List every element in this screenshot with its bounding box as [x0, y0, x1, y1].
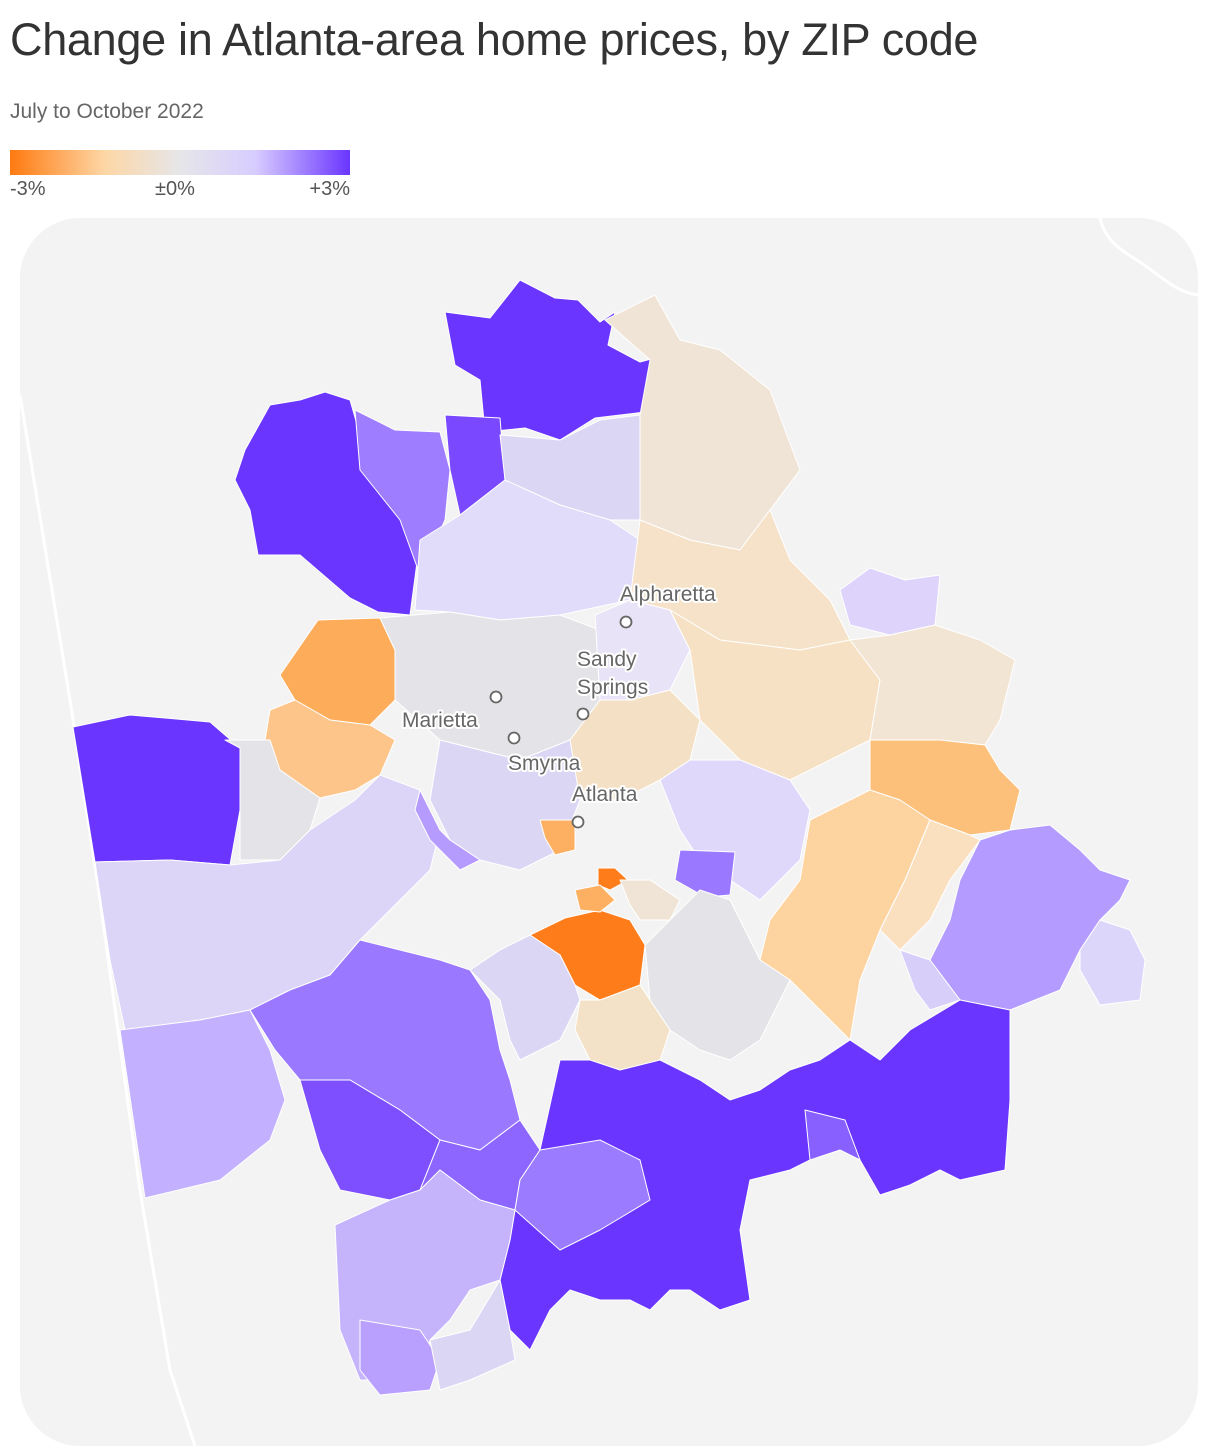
zip-region — [72, 714, 241, 866]
zip-region — [839, 567, 941, 636]
city-dot-atlanta — [571, 815, 585, 829]
city-label-atlanta: Atlanta — [572, 783, 638, 806]
city-markers — [489, 615, 633, 829]
legend-min-label: -3% — [10, 178, 46, 200]
zip-region — [804, 1109, 861, 1161]
city-label-marietta: Marietta — [402, 709, 478, 732]
zip-region — [354, 409, 451, 576]
zip-region — [539, 819, 576, 856]
zip-region — [574, 884, 616, 913]
zip-region — [574, 984, 671, 1071]
zip-region — [119, 1009, 286, 1199]
zip-region — [759, 789, 931, 1041]
legend-max-label: +3% — [309, 178, 350, 200]
zip-choropleth-map: Alpharetta Sandy Springs Marietta Smyrna… — [0, 215, 1220, 1454]
state-border-line — [1098, 217, 1199, 297]
state-border-line — [18, 394, 197, 1447]
zip-region — [414, 789, 481, 871]
zip-region — [1079, 919, 1146, 1006]
city-dot-smyrna — [507, 731, 521, 745]
city-labels: Alpharetta Sandy Springs Marietta Smyrna… — [400, 581, 718, 808]
city-label-sandy: Sandy — [577, 648, 637, 671]
zip-region — [669, 609, 881, 781]
zip-region — [359, 1319, 441, 1396]
zip-region — [597, 867, 629, 891]
city-label-smyrna: Smyrna — [508, 752, 581, 775]
zip-region — [879, 819, 981, 951]
legend-mid-label: ±0% — [155, 178, 195, 200]
page-subtitle: July to October 2022 — [10, 100, 204, 123]
map-svg: Alpharetta Sandy Springs Marietta Smyrna… — [18, 217, 1199, 1447]
city-dot-alpharetta — [619, 615, 633, 629]
city-label-alpharetta: Alpharetta — [620, 583, 716, 606]
city-dot-marietta — [489, 690, 503, 704]
zip-region — [469, 934, 581, 1061]
zip-region — [604, 294, 801, 551]
zip-region — [899, 949, 961, 1011]
zip-region — [429, 1279, 516, 1391]
zip-region — [234, 391, 421, 616]
legend-gradient-bar — [10, 150, 350, 175]
zip-region — [569, 689, 701, 801]
zip-region — [514, 1139, 651, 1251]
city-dot-sandy-springs — [576, 707, 590, 721]
city-label-springs: Springs — [577, 676, 648, 699]
page-title: Change in Atlanta-area home prices, by Z… — [10, 14, 979, 65]
color-legend: -3% ±0% +3% — [10, 150, 350, 202]
zip-regions — [72, 279, 1146, 1396]
zip-region — [849, 624, 1016, 746]
